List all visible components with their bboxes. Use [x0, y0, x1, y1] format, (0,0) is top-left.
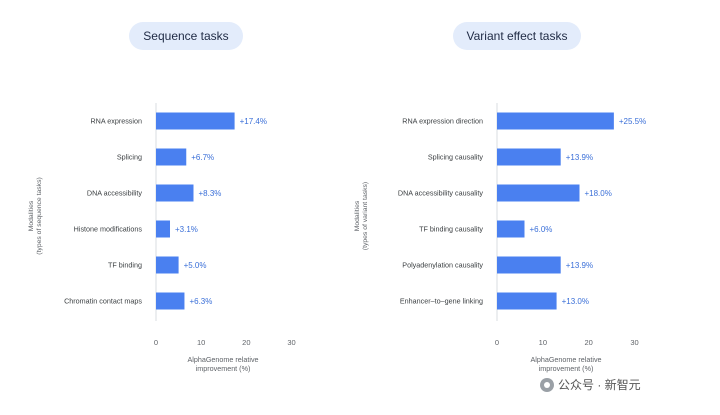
seq-value-label: +17.4% [240, 117, 267, 126]
var-y-axis-title-line: (types of variant tasks) [362, 182, 369, 250]
var-bar [497, 112, 614, 130]
seq-y-axis-title-line: (types of sequence tasks) [36, 177, 43, 254]
var-value-label: +6.0% [529, 225, 552, 234]
var-bar [497, 148, 561, 166]
seq-category-label: TF binding [108, 261, 142, 270]
watermark-text: 公众号 · 新智元 [558, 378, 641, 392]
seq-x-tick-label: 20 [242, 338, 250, 347]
seq-value-label: +3.1% [175, 225, 198, 234]
seq-x-tick-label: 10 [197, 338, 205, 347]
var-x-tick-label: 20 [584, 338, 592, 347]
seq-bar [156, 148, 187, 166]
seq-x-tick-label: 30 [287, 338, 295, 347]
var-value-label: +13.9% [566, 261, 593, 270]
var-bar [497, 220, 525, 238]
var-bar [497, 292, 557, 310]
var-x-axis-title: AlphaGenome relative [530, 355, 601, 364]
var-value-label: +13.9% [566, 153, 593, 162]
var-category-label: RNA expression direction [402, 117, 483, 126]
var-category-label: Splicing causality [428, 153, 484, 162]
var-category-label: Enhancer–to–gene linking [400, 297, 483, 306]
var-y-axis-title: Modalities (types of variant tasks) [354, 182, 369, 250]
wechat-icon [540, 377, 554, 392]
var-value-label: +18.0% [584, 189, 611, 198]
seq-category-label: RNA expression [90, 117, 142, 126]
seq-value-label: +6.3% [189, 297, 212, 306]
var-bar [497, 184, 580, 202]
seq-category-label: Splicing [117, 153, 142, 162]
seq-category-label: Histone modifications [74, 225, 143, 234]
seq-bar [156, 220, 171, 238]
seq-bar [156, 292, 185, 310]
var-value-label: +13.0% [562, 297, 589, 306]
seq-y-axis-title-line: Modalities [28, 200, 35, 231]
var-category-label: Polyadenylation causality [402, 261, 483, 270]
variant-effect-tasks-title: Variant effect tasks [453, 22, 581, 50]
var-value-label: +25.5% [619, 117, 646, 126]
seq-x-axis-title: AlphaGenome relative [187, 355, 258, 364]
seq-bar [156, 184, 194, 202]
var-x-tick-label: 10 [539, 338, 547, 347]
seq-value-label: +5.0% [184, 261, 207, 270]
var-bar [497, 256, 561, 274]
seq-bar [156, 112, 235, 130]
watermark: 公众号 · 新智元 [540, 376, 641, 393]
var-category-label: DNA accessibility causality [398, 189, 483, 198]
seq-x-axis-title: improvement (%) [196, 364, 251, 373]
seq-category-label: DNA accessibility [87, 189, 143, 198]
var-category-label: TF binding causality [419, 225, 483, 234]
seq-y-axis-title: Modalities (types of sequence tasks) [28, 177, 43, 254]
var-x-tick-label: 0 [495, 338, 499, 347]
seq-value-label: +8.3% [198, 189, 221, 198]
var-x-tick-label: 30 [630, 338, 638, 347]
seq-category-label: Chromatin contact maps [64, 297, 142, 306]
seq-bar [156, 256, 179, 274]
var-y-axis-title-line: Modalities [354, 200, 361, 231]
seq-value-label: +6.7% [191, 153, 214, 162]
seq-x-tick-label: 0 [154, 338, 158, 347]
var-x-axis-title: improvement (%) [539, 364, 594, 373]
sequence-tasks-title: Sequence tasks [129, 22, 243, 50]
